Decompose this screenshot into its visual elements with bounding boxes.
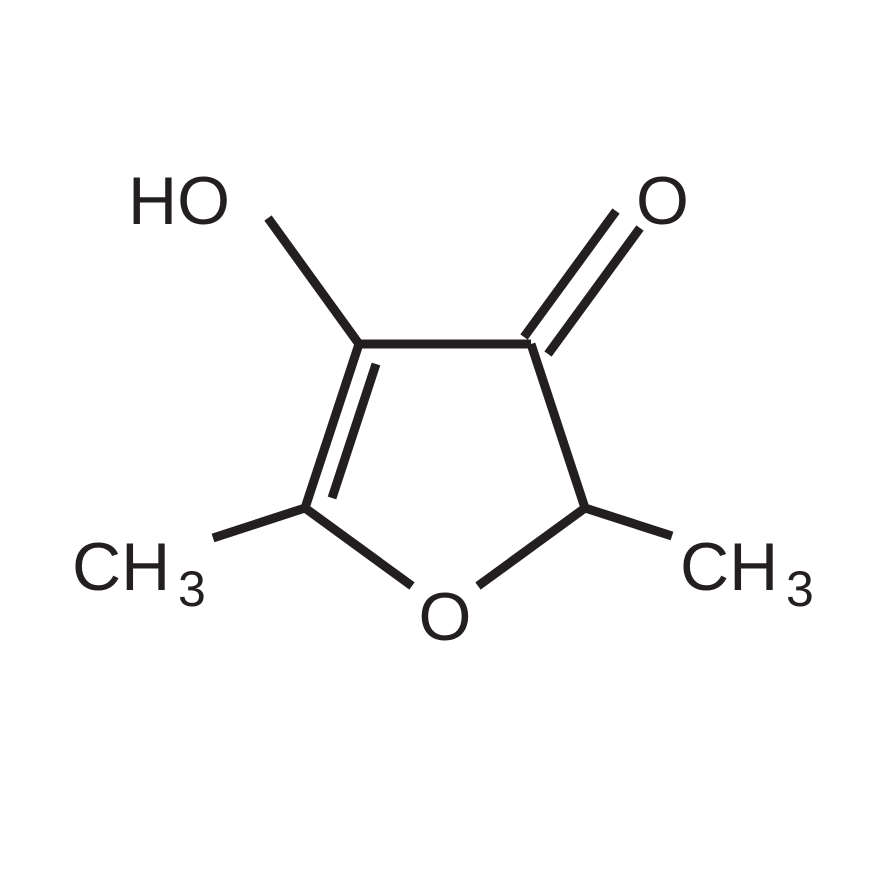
bond-C4-O_hydroxy [268,218,359,344]
bond-C5-O_ring_left_edge [305,508,412,586]
label-CH3_left_3: 3 [178,561,206,617]
label-HO: HO [128,163,230,239]
bond-C2-C3 [531,344,585,508]
label-CH3_right_C: CH [680,529,778,605]
label-CH3_left_C: CH [72,529,170,605]
label-CH3_right_3: 3 [786,561,814,617]
bond-C4-C5-inner [332,364,376,498]
bond-C2-CH3_right [585,508,672,536]
bond-O_ring_right_edge-C2 [478,508,585,586]
chemical-structure: HOOOCH3CH3 [0,0,890,890]
label-O_ring: O [419,579,472,655]
bond-C4-C5-outer [305,344,359,508]
label-O_ketone: O [636,163,689,239]
bond-C5-CH3_left [213,508,305,538]
